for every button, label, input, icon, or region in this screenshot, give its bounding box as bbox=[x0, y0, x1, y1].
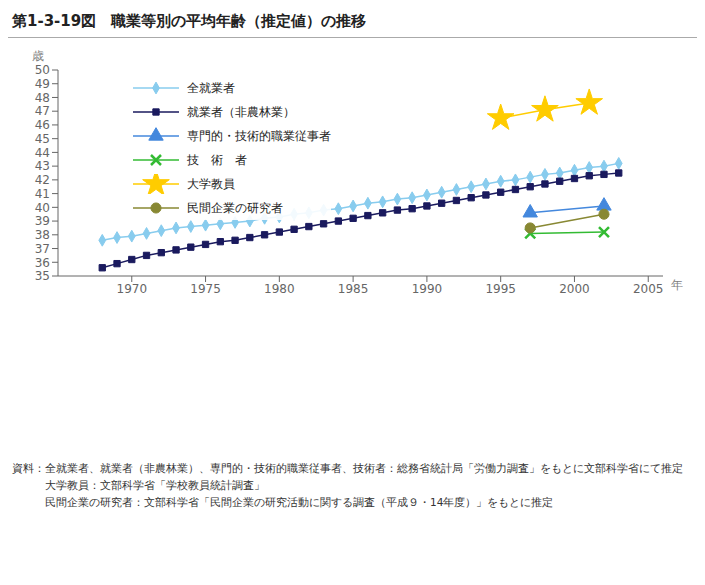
svg-text:36: 36 bbox=[35, 256, 50, 270]
svg-text:2005: 2005 bbox=[633, 282, 664, 296]
html-text:全就業者: 全就業者 bbox=[186, 80, 235, 95]
svg-text:1995: 1995 bbox=[485, 282, 516, 296]
svg-text:38: 38 bbox=[35, 228, 50, 242]
svg-text:1980: 1980 bbox=[264, 282, 295, 296]
html-text:民間企業の研究者: 民間企業の研究者 bbox=[186, 200, 283, 215]
svg-text:39: 39 bbox=[35, 214, 50, 228]
svg-text:41: 41 bbox=[35, 187, 50, 201]
svg-text:40: 40 bbox=[35, 201, 50, 215]
svg-text:2000: 2000 bbox=[559, 282, 590, 296]
svg-text:歳: 歳 bbox=[32, 49, 44, 63]
svg-text:44: 44 bbox=[35, 146, 50, 160]
svg-text:年: 年 bbox=[671, 278, 683, 292]
svg-text:1970: 1970 bbox=[117, 282, 148, 296]
html-text:第1-3-19図 職業等別の平均年齢（推定値）の推移: 第1-3-19図 職業等別の平均年齢（推定値）の推移 bbox=[12, 12, 367, 30]
svg-text:37: 37 bbox=[35, 242, 50, 256]
html-text:技 術 者: 技 術 者 bbox=[186, 152, 247, 167]
svg-text:42: 42 bbox=[35, 173, 50, 187]
svg-text:46: 46 bbox=[35, 118, 50, 132]
html-text:大学教員: 大学教員 bbox=[186, 176, 235, 191]
svg-text:1975: 1975 bbox=[190, 282, 221, 296]
svg-text:50: 50 bbox=[35, 63, 50, 77]
html-text:大学教員：文部科学省「学校教員統計調査」: 大学教員：文部科学省「学校教員統計調査」 bbox=[12, 479, 265, 491]
svg-text:49: 49 bbox=[35, 77, 50, 91]
html-text:資料：全就業者、就業者（非農林業）、専門的・技術的職業従事者: 資料：全就業者、就業者（非農林業）、専門的・技術的職業従事者、技術者：総務省統計… bbox=[12, 462, 683, 474]
svg-text:48: 48 bbox=[35, 91, 50, 105]
svg-text:35: 35 bbox=[35, 269, 50, 283]
svg-text:43: 43 bbox=[35, 159, 50, 173]
html-text:専門的・技術的職業従事者: 専門的・技術的職業従事者 bbox=[186, 128, 331, 143]
html-text:民間企業の研究者：文部科学省「民間企業の研究活動に関する調査: 民間企業の研究者：文部科学省「民間企業の研究活動に関する調査（平成９・14年度）… bbox=[12, 496, 554, 508]
svg-text:47: 47 bbox=[35, 104, 50, 118]
svg-text:1985: 1985 bbox=[338, 282, 369, 296]
html-text:就業者（非農林業）: 就業者（非農林業） bbox=[186, 104, 295, 119]
svg-text:45: 45 bbox=[35, 132, 50, 146]
svg-text:1990: 1990 bbox=[412, 282, 443, 296]
